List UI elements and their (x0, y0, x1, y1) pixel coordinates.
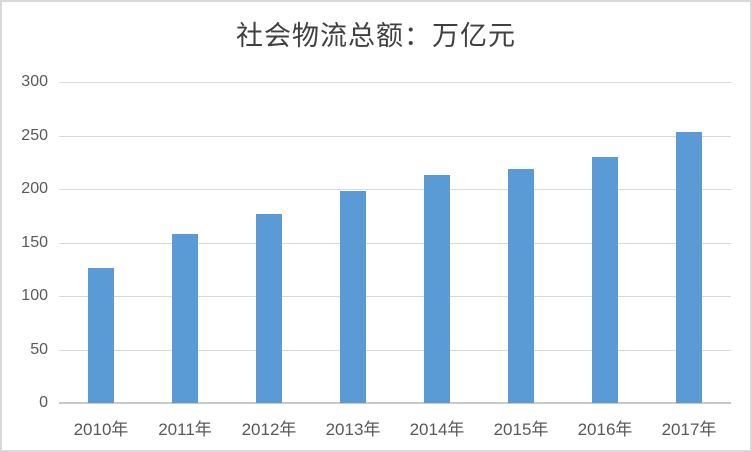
y-tick-label: 300 (21, 73, 48, 90)
x-axis-line (59, 402, 731, 404)
y-tick-label: 100 (21, 287, 48, 304)
bar (508, 168, 534, 403)
bar (592, 156, 618, 403)
chart-title: 社会物流总额：万亿元 (236, 21, 516, 52)
gridline (59, 349, 731, 351)
plot-area (59, 82, 731, 404)
y-tick-label: 250 (21, 126, 48, 144)
y-tick-label: 50 (30, 340, 48, 358)
gridline (59, 82, 731, 83)
gridline (59, 135, 731, 137)
x-tick-label: 2012年 (241, 420, 297, 439)
bar (424, 175, 450, 403)
y-tick-label: 150 (21, 233, 48, 251)
x-tick-label: 2014年 (409, 420, 465, 439)
bar (88, 268, 114, 403)
bar (676, 132, 702, 403)
x-tick-label: 2016年 (577, 420, 633, 439)
gridline (59, 189, 731, 190)
bar (172, 233, 198, 403)
bar (256, 213, 282, 403)
x-tick-label: 2015年 (493, 420, 549, 439)
y-tick-label: 0 (39, 394, 48, 411)
gridline (59, 296, 731, 297)
x-tick-label: 2010年 (73, 420, 129, 439)
x-tick-label: 2017年 (661, 420, 717, 439)
bar (340, 191, 366, 403)
gridline (59, 242, 731, 244)
y-tick-label: 200 (21, 180, 48, 197)
x-tick-label: 2013年 (325, 420, 381, 439)
x-tick-label: 2011年 (158, 420, 212, 439)
